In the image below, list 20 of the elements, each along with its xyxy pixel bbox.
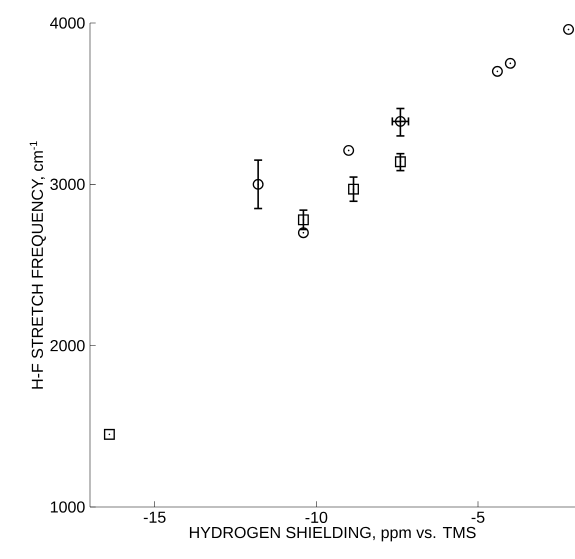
point — [298, 214, 309, 226]
point — [252, 178, 264, 190]
point — [343, 144, 354, 156]
x-tick-label: -15 — [144, 512, 166, 523]
x-axis-title: HYDROGEN SHIELDING, ppm vs. TMS — [190, 526, 476, 542]
y-tick-label: 3000 — [50, 178, 85, 190]
point — [563, 24, 574, 35]
point — [394, 156, 406, 168]
point — [504, 58, 516, 69]
point — [348, 184, 359, 195]
y-tick-label: 2000 — [50, 340, 85, 352]
y-tick-label: 4000 — [50, 17, 85, 29]
point — [394, 116, 406, 127]
point — [298, 227, 309, 238]
x-tick-label: -10 — [305, 512, 328, 524]
point — [104, 428, 115, 440]
point — [492, 66, 503, 77]
y-tick-label: 1000 — [50, 501, 85, 513]
y-axis-title: H-F STRETCH FREQUENCY, cm$^{-1}$ — [30, 141, 46, 389]
x-tick-label: -5 — [472, 512, 484, 523]
